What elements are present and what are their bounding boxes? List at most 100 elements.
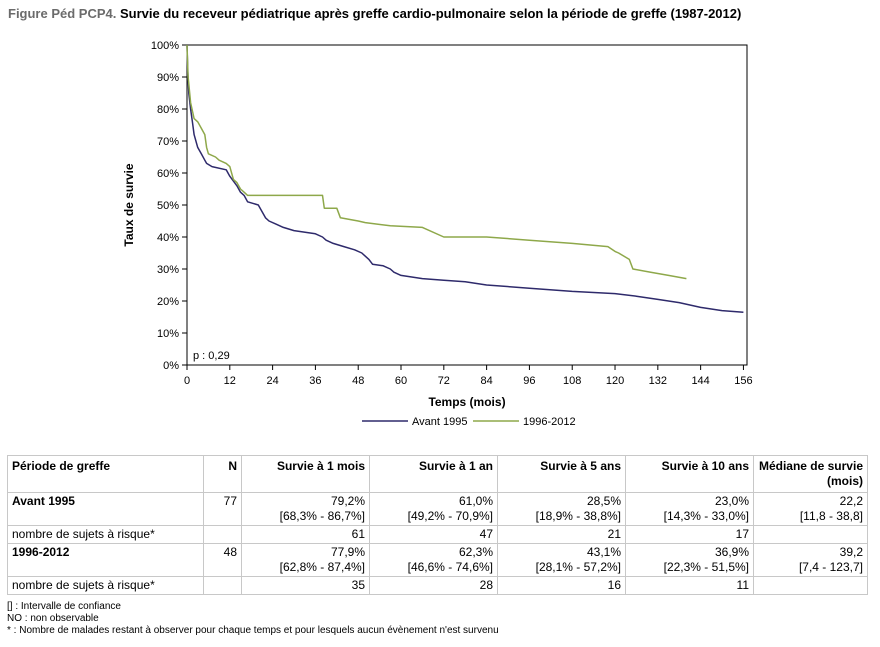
risk-count: 61	[241, 525, 370, 544]
y-axis: 0% 10% 20% 30% 40% 50% 60% 70% 80% 90% 100%	[151, 40, 187, 372]
risk-count: 16	[497, 576, 626, 595]
survival-cell: 61,0% [49,2% - 70,9%]	[369, 492, 498, 526]
table-row: Avant 1995 77 79,2% [68,3% - 86,7%] 61,0%…	[7, 492, 868, 526]
survival-value: 62,3%	[458, 545, 493, 559]
median-cell: 39,2 [7,4 - 123,7]	[753, 543, 868, 577]
y-tick-label: 40%	[157, 232, 179, 244]
x-tick-label: 48	[352, 375, 364, 387]
group-label: 1996-2012	[7, 543, 204, 577]
series-lines	[186, 44, 744, 313]
risk-count	[753, 576, 868, 595]
survival-cell: 28,5% [18,9% - 38,8%]	[497, 492, 626, 526]
confidence-interval: [68,3% - 86,7%]	[279, 509, 365, 523]
legend-label-1996-2012: 1996-2012	[523, 416, 576, 428]
header-n: N	[203, 455, 242, 493]
empty-cell	[203, 525, 242, 544]
survival-table: Période de greffe N Survie à 1 mois Surv…	[7, 455, 868, 595]
x-tick-label: 84	[480, 375, 492, 387]
figure-caption: Survie du receveur pédiatrique après gre…	[120, 6, 742, 21]
confidence-interval: [28,1% - 57,2%]	[535, 560, 621, 574]
footnote-no: NO : non observable	[7, 613, 99, 624]
confidence-interval: [46,6% - 74,6%]	[407, 560, 493, 574]
y-tick-label: 90%	[157, 72, 179, 84]
x-tick-label: 156	[734, 375, 752, 387]
table-row: 1996-2012 48 77,9% [62,8% - 87,4%] 62,3%[…	[7, 543, 868, 577]
y-axis-label: Taux de survie	[122, 163, 136, 246]
risk-count	[753, 525, 868, 544]
risk-count: 35	[241, 576, 370, 595]
x-tick-label: 24	[266, 375, 278, 387]
footnote-ci: [] : Intervalle de confiance	[7, 601, 121, 612]
survival-cell: 43,1% [28,1% - 57,2%]	[497, 543, 626, 577]
survival-value: 79,2%	[330, 494, 365, 508]
p-value-annotation: p : 0,29	[193, 350, 230, 362]
survival-value: 77,9%	[330, 545, 365, 559]
footnotes: [] : Intervalle de confiance NO : non ob…	[7, 601, 499, 637]
risk-label: nombre de sujets à risque*	[7, 576, 204, 595]
x-tick-label: 72	[438, 375, 450, 387]
risk-count: 21	[497, 525, 626, 544]
confidence-interval: [62,8% - 87,4%]	[279, 560, 365, 574]
x-tick-label: 60	[395, 375, 407, 387]
figure-number: Figure Péd PCP4.	[8, 6, 117, 21]
x-axis: 0 12 24 36 48 60 72 84 96 108 120 132 144 156	[184, 365, 753, 387]
risk-count: 28	[369, 576, 498, 595]
risk-count: 11	[625, 576, 754, 595]
empty-cell	[203, 576, 242, 595]
x-tick-label: 36	[309, 375, 321, 387]
survival-value: 43,1%	[586, 545, 621, 559]
confidence-interval: [14,3% - 33,0%]	[663, 509, 749, 523]
header-10-ans: Survie à 10 ans	[625, 455, 754, 493]
survival-chart: 0% 10% 20% 30% 40% 50% 60% 70% 80% 90% 100% 0 12 24 3…	[122, 40, 753, 428]
median-value: 39,2	[839, 545, 863, 559]
figure-title: Figure Péd PCP4. Survie du receveur pédi…	[8, 6, 741, 21]
median-cell: 22,2 [11,8 - 38,8]	[753, 492, 868, 526]
x-tick-label: 0	[184, 375, 190, 387]
header-5-ans: Survie à 5 ans	[497, 455, 626, 493]
survival-cell: 79,2% [68,3% - 86,7%]	[241, 492, 370, 526]
header-mediane: Médiane de survie (mois)	[753, 455, 868, 493]
y-tick-label: 0%	[163, 360, 179, 372]
y-tick-label: 10%	[157, 328, 179, 340]
median-value: 22,2	[839, 494, 863, 508]
header-periode: Période de greffe	[7, 455, 204, 493]
survival-value: 23,0%	[714, 494, 749, 508]
y-tick-label: 60%	[157, 168, 179, 180]
confidence-interval: [22,3% - 51,5%]	[663, 560, 749, 574]
x-tick-label: 108	[563, 375, 581, 387]
confidence-interval: [11,8 - 38,8]	[799, 509, 863, 523]
confidence-interval: [49,2% - 70,9%]	[407, 509, 493, 523]
risk-count: 17	[625, 525, 754, 544]
group-n: 77	[203, 492, 242, 526]
y-tick-label: 30%	[157, 264, 179, 276]
x-tick-label: 132	[649, 375, 667, 387]
table-row: nombre de sujets à risque* 61 47 21 17	[7, 525, 868, 544]
group-label: Avant 1995	[7, 492, 204, 526]
y-tick-label: 50%	[157, 200, 179, 212]
x-tick-label: 12	[224, 375, 236, 387]
legend: Avant 1995 1996-2012	[362, 416, 576, 428]
x-tick-label: 144	[691, 375, 709, 387]
survival-cell: 23,0% [14,3% - 33,0%]	[625, 492, 754, 526]
survival-cell: 77,9% [62,8% - 87,4%]	[241, 543, 370, 577]
survival-value: 61,0%	[458, 494, 493, 508]
table-header-row: Période de greffe N Survie à 1 mois Surv…	[7, 455, 868, 493]
group-n: 48	[203, 543, 242, 577]
header-1-mois: Survie à 1 mois	[241, 455, 370, 493]
y-tick-label: 20%	[157, 296, 179, 308]
x-tick-label: 96	[523, 375, 535, 387]
header-1-an: Survie à 1 an	[369, 455, 498, 493]
table-row: nombre de sujets à risque* 35 28 16 11	[7, 576, 868, 595]
survival-value: 36,9%	[714, 545, 749, 559]
plot-area	[186, 44, 748, 366]
y-tick-label: 70%	[157, 136, 179, 148]
y-tick-label: 80%	[157, 104, 179, 116]
risk-label: nombre de sujets à risque*	[7, 525, 204, 544]
survival-cell: 62,3% [46,6% - 74,6%]	[369, 543, 498, 577]
x-tick-label: 120	[606, 375, 624, 387]
confidence-interval: [7,4 - 123,7]	[798, 560, 863, 574]
footnote-risk: * : Nombre de malades restant à observer…	[7, 625, 499, 636]
legend-label-avant-1995: Avant 1995	[412, 416, 467, 428]
survival-cell: 36,9% [22,3% - 51,5%]	[625, 543, 754, 577]
confidence-interval: [18,9% - 38,8%]	[535, 509, 621, 523]
